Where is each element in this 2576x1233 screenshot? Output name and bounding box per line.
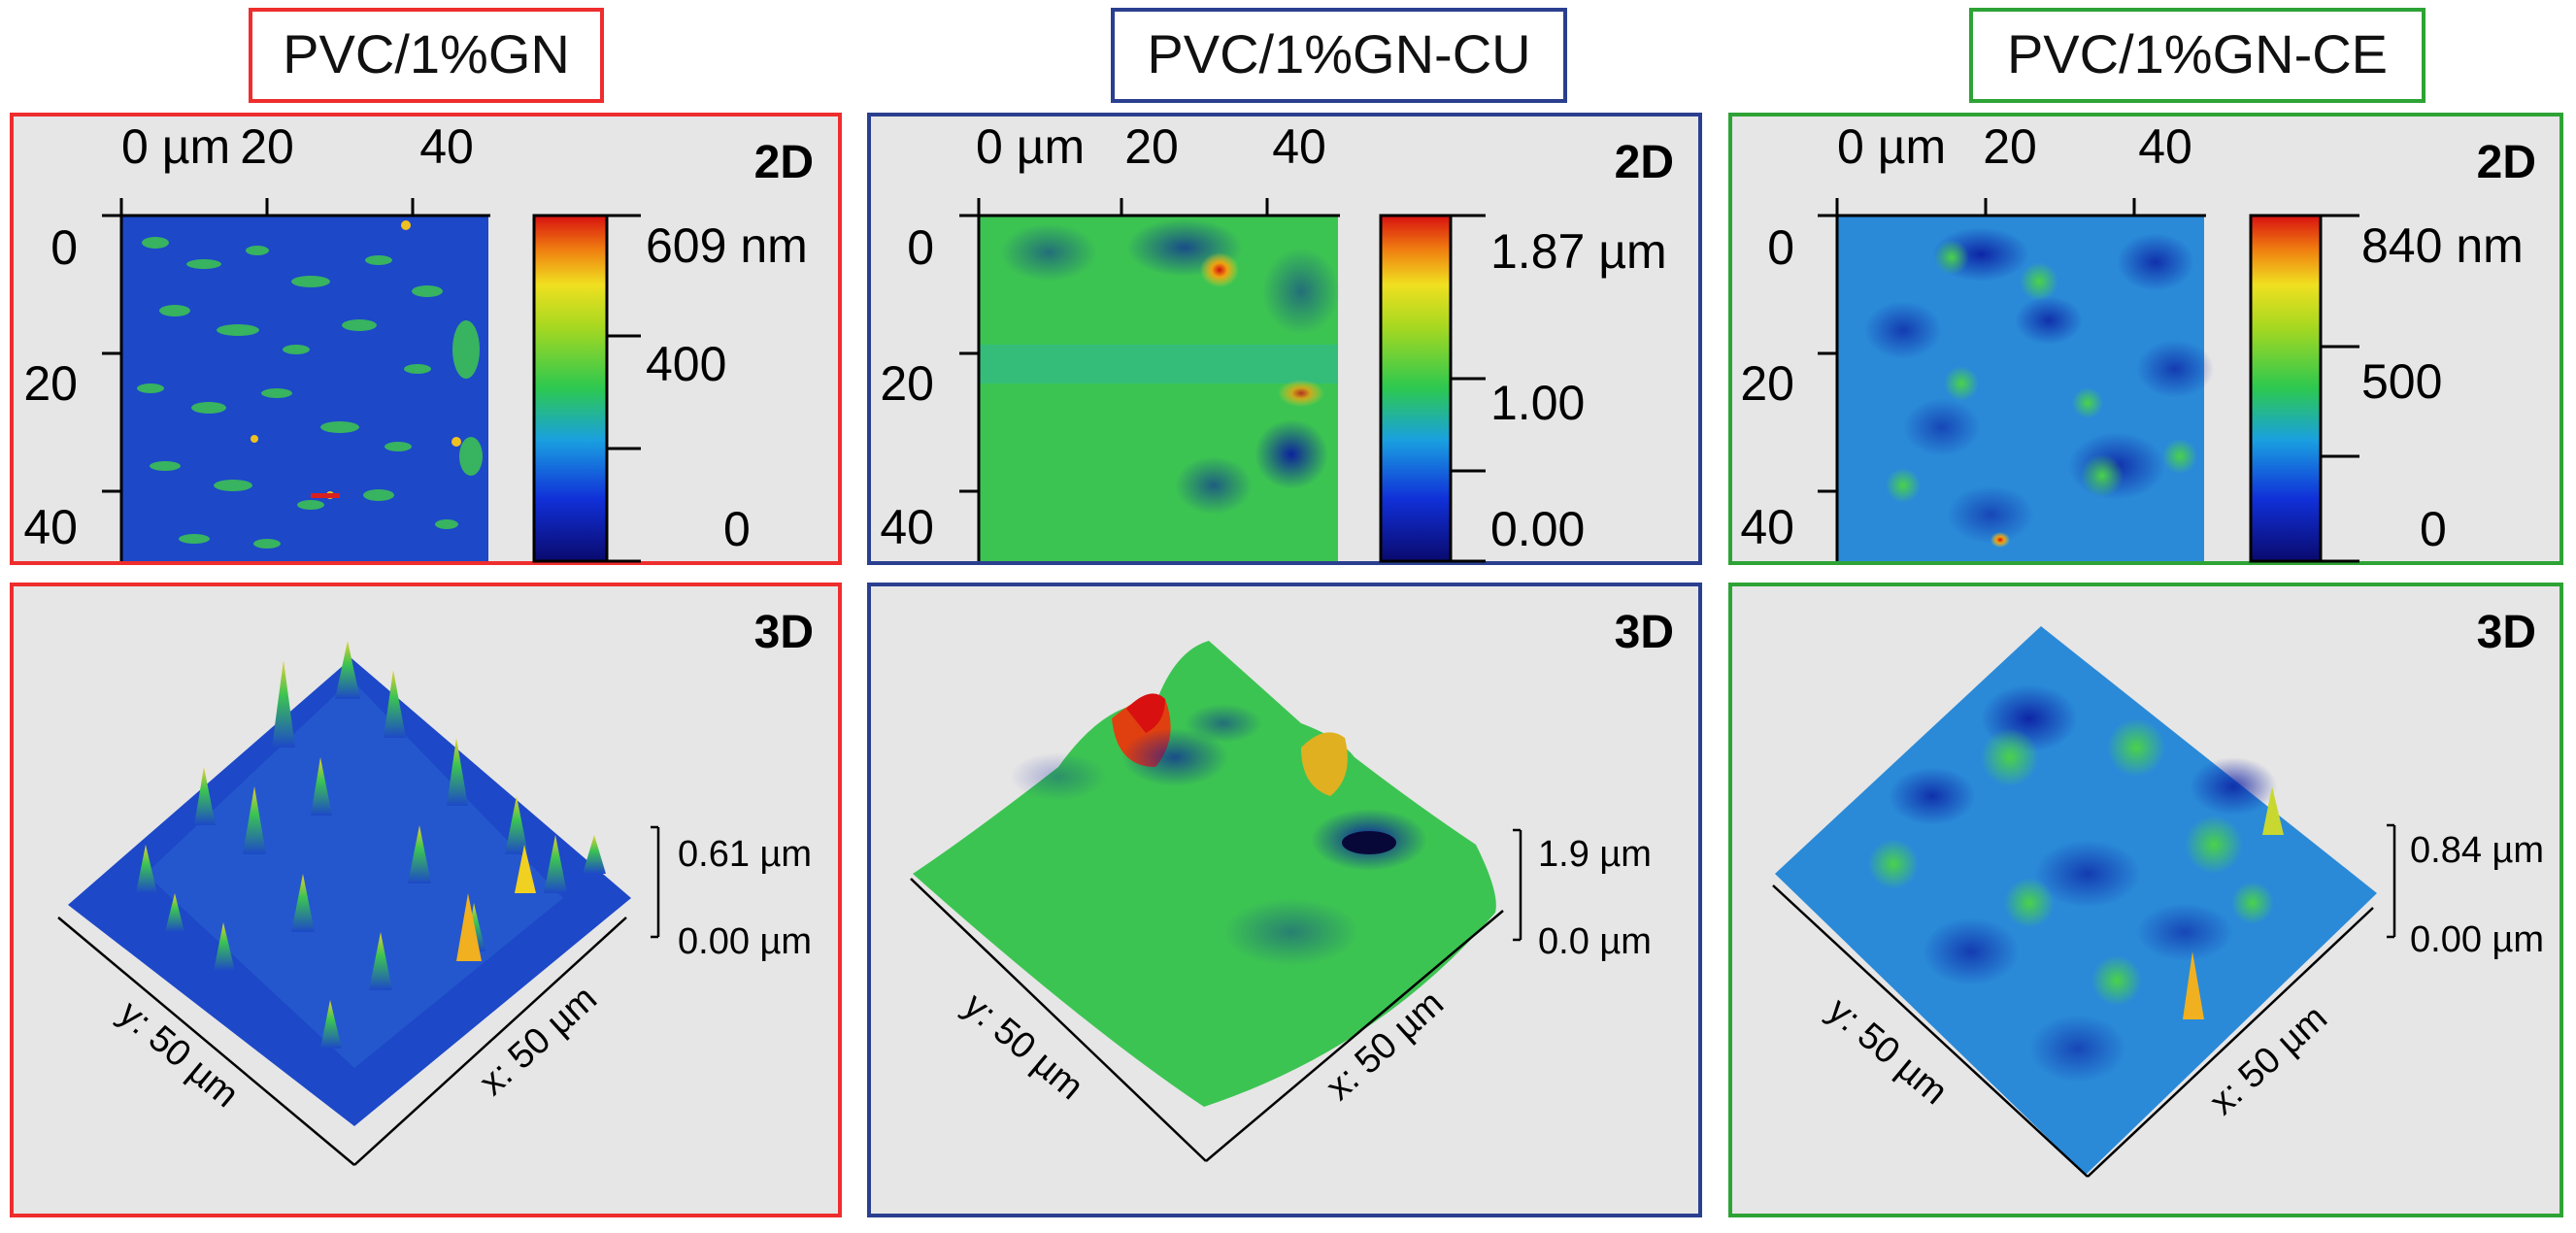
z-scale-min: 0.00 µm xyxy=(2410,919,2544,960)
y-tick-20: 20 xyxy=(880,356,934,411)
x-tick-0: 0 µm xyxy=(976,119,1085,174)
x-tick-40: 40 xyxy=(2138,119,2192,174)
z-scale-min: 0.0 µm xyxy=(1538,921,1652,962)
mode-3d-label: 3D xyxy=(2477,607,2536,658)
mode-2d-label: 2D xyxy=(2477,137,2536,188)
y-tick-0: 0 xyxy=(1767,220,1794,275)
panel-pvc-gn-cu: PVC/1%GN-CU 2D 0 µm 20 40 0 20 40 xyxy=(867,8,1702,1217)
afm-3d-surface xyxy=(913,641,1496,1107)
z-scale-max: 0.61 µm xyxy=(678,834,812,875)
colorbar-mid: 500 xyxy=(2361,354,2442,409)
x-tick-0: 0 µm xyxy=(121,119,230,174)
afm-2d-map xyxy=(1837,216,2214,561)
afm-3d-axes xyxy=(1772,823,2396,1178)
x-tick-40: 40 xyxy=(1272,119,1326,174)
colorbar-max: 1.87 µm xyxy=(1490,224,1667,279)
z-scale-max: 1.9 µm xyxy=(1538,834,1652,875)
afm-2d-map xyxy=(121,216,488,561)
x-tick-0: 0 µm xyxy=(1837,119,1946,174)
x-tick-20: 20 xyxy=(1983,119,2037,174)
mode-3d-label: 3D xyxy=(1615,607,1674,658)
colorbar-min: 0.00 xyxy=(1490,502,1585,556)
y-tick-0: 0 xyxy=(907,220,934,275)
afm-3d-surface xyxy=(68,641,631,1126)
x-tick-20: 20 xyxy=(1124,119,1179,174)
afm-3d-surface xyxy=(1775,626,2377,1175)
x-tick-40: 40 xyxy=(419,119,474,174)
y-tick-20: 20 xyxy=(23,356,78,411)
mode-2d-label: 2D xyxy=(754,137,814,188)
colorbar xyxy=(2249,214,2359,563)
x-tick-20: 20 xyxy=(240,119,294,174)
y-tick-40: 40 xyxy=(23,500,78,554)
colorbar-min: 0 xyxy=(723,502,751,556)
panel-pvc-gn-ce: PVC/1%GN-CE 2D 0 µ xyxy=(1728,8,2563,1217)
y-tick-40: 40 xyxy=(880,500,934,554)
colorbar-max: 840 nm xyxy=(2361,218,2524,273)
title-box xyxy=(1111,8,1567,103)
z-scale-max: 0.84 µm xyxy=(2410,830,2544,871)
y-tick-0: 0 xyxy=(50,220,78,275)
title-box xyxy=(1969,8,2425,103)
panel-title: PVC/1%GN-CE xyxy=(2007,23,2388,84)
afm-2d-axes xyxy=(102,198,490,561)
panel-title: PVC/1%GN-CU xyxy=(1147,23,1530,84)
afm-3d-axes xyxy=(910,828,1522,1162)
mode-3d-label: 3D xyxy=(754,607,814,658)
colorbar-mid: 400 xyxy=(646,337,726,391)
panel-pvc-gn: PVC/1%GN 2D xyxy=(10,8,842,1217)
mode-2d-label: 2D xyxy=(1615,137,1674,188)
afm-2d-axes xyxy=(1818,198,2206,561)
colorbar-max: 609 nm xyxy=(646,218,808,273)
y-tick-40: 40 xyxy=(1740,500,1794,554)
colorbar xyxy=(1379,214,1486,563)
afm-2d-map xyxy=(979,216,1340,561)
title-box xyxy=(249,8,604,103)
colorbar-mid: 1.00 xyxy=(1490,376,1585,430)
z-scale-min: 0.00 µm xyxy=(678,921,812,962)
afm-3d-axes xyxy=(57,825,660,1166)
afm-2d-axes xyxy=(959,198,1340,561)
colorbar xyxy=(532,214,641,563)
y-tick-20: 20 xyxy=(1740,356,1794,411)
colorbar-min: 0 xyxy=(2420,502,2447,556)
panel-title: PVC/1%GN xyxy=(283,23,570,84)
